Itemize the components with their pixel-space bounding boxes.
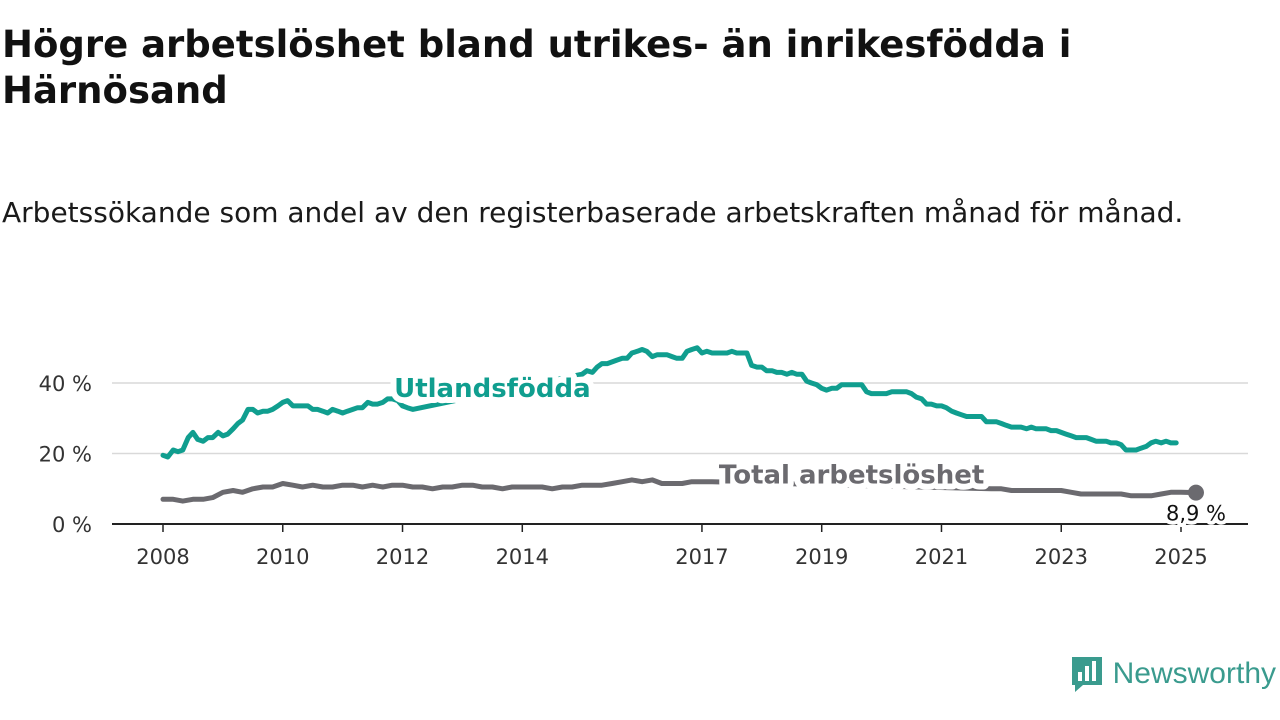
series-label-utlandsfodda: Utlandsfödda xyxy=(394,374,591,404)
series-line-utlandsfodda xyxy=(160,345,1179,460)
x-tick-label: 2025 xyxy=(1154,545,1207,569)
chart-subtitle: Arbetssökande som andel av den registerb… xyxy=(2,196,1184,229)
bar-chart-logo-icon xyxy=(1071,657,1102,692)
axes: 0 % 20 % 40 % 2008 2010 2012 2014 2017 2019 2021 2… xyxy=(39,372,1248,569)
grid-lines xyxy=(112,382,1248,455)
x-tick-label: 2021 xyxy=(915,545,968,569)
x-tick-label: 2008 xyxy=(136,545,189,569)
y-tick-label: 40 % xyxy=(39,372,92,396)
newsworthy-logo: Newsworthy xyxy=(1069,652,1276,696)
x-tick-label: 2012 xyxy=(376,545,429,569)
chart-title: Högre arbetslöshet bland utrikes- än inr… xyxy=(2,23,1072,112)
x-tick-label: 2010 xyxy=(256,545,309,569)
line-chart: 0 % 20 % 40 % 2008 2010 2012 2014 2017 2019 2021 2… xyxy=(39,345,1248,569)
x-tick-label: 2023 xyxy=(1035,545,1088,569)
y-tick-label: 0 % xyxy=(52,513,92,537)
x-tick-label: 2019 xyxy=(795,545,848,569)
y-tick-label: 20 % xyxy=(39,443,92,467)
series-label-total: Total arbetslöshet xyxy=(719,460,984,490)
last-value-halo: 8,9 % xyxy=(1166,502,1226,526)
last-value-label: 8,9 % xyxy=(1166,502,1226,526)
series-label-halo: Total arbetslöshet xyxy=(719,460,984,490)
series-lines xyxy=(160,345,1199,504)
last-value-marker xyxy=(1187,484,1204,501)
x-tick-label: 2017 xyxy=(675,545,728,569)
brand-name: Newsworthy xyxy=(1112,657,1276,690)
x-tick-label: 2014 xyxy=(496,545,549,569)
series-line-total xyxy=(160,477,1199,504)
series-label-halo: Utlandsfödda xyxy=(394,374,591,404)
